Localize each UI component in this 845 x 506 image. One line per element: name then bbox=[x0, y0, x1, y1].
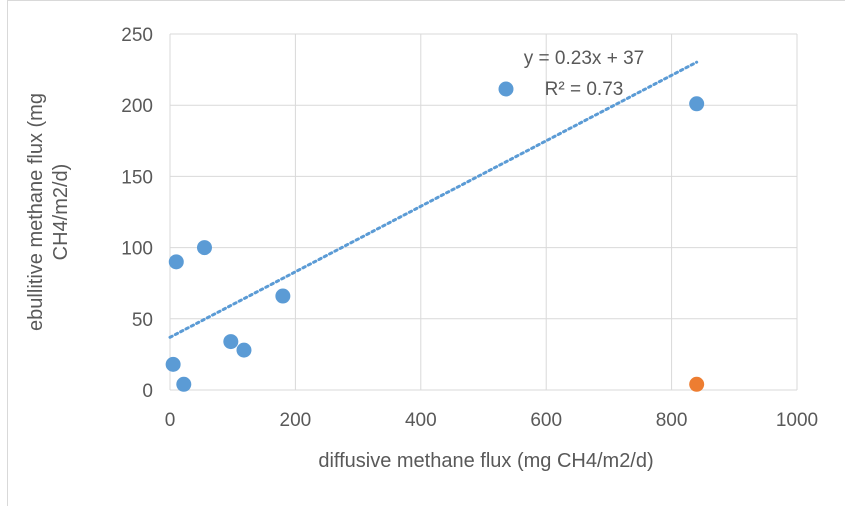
x-tick-label: 200 bbox=[280, 410, 312, 431]
data-point bbox=[689, 376, 705, 392]
y-tick-label: 250 bbox=[121, 25, 153, 46]
y-tick-label: 50 bbox=[132, 310, 153, 331]
trendline-label-marker bbox=[498, 81, 514, 97]
trendline-r-squared: R² = 0.73 bbox=[545, 79, 624, 100]
y-tick-label: 150 bbox=[121, 167, 153, 188]
y-axis-label-line-1: ebullitive methane flux (mg bbox=[25, 93, 47, 331]
trendline-equation: y = 0.23x + 37 bbox=[524, 48, 644, 69]
y-axis-label-line-2: CH4/m2/d) bbox=[50, 164, 72, 261]
x-tick-label: 400 bbox=[405, 410, 437, 431]
trendline bbox=[168, 60, 699, 339]
chart-frame-left bbox=[7, 0, 8, 506]
data-point bbox=[168, 254, 184, 270]
x-tick-label: 600 bbox=[530, 410, 562, 431]
data-point bbox=[165, 356, 181, 372]
chart-frame-top bbox=[7, 0, 845, 1]
trendline-layer bbox=[168, 60, 699, 339]
data-point bbox=[689, 96, 705, 112]
data-point bbox=[223, 334, 239, 350]
x-axis-label: diffusive methane flux (mg CH4/m2/d) bbox=[318, 450, 653, 472]
x-tick-label: 800 bbox=[656, 410, 688, 431]
x-tick-label: 0 bbox=[165, 410, 176, 431]
x-tick-label: 1000 bbox=[776, 410, 818, 431]
y-tick-label: 200 bbox=[121, 96, 153, 117]
data-point bbox=[196, 240, 212, 256]
grid-lines bbox=[169, 33, 798, 391]
data-point bbox=[176, 376, 192, 392]
tick-labels: 0 50 100 150 200 250 0 200 400 600 800 1000 bbox=[121, 25, 818, 431]
data-points bbox=[165, 96, 705, 392]
y-tick-label: 100 bbox=[121, 239, 153, 260]
data-point bbox=[236, 342, 252, 358]
y-tick-label: 0 bbox=[142, 381, 153, 402]
data-point bbox=[275, 288, 291, 304]
